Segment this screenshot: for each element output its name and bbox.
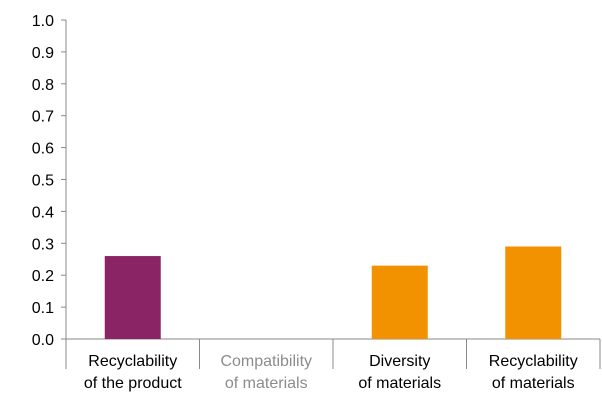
y-tick-label: 0.2 (32, 268, 54, 285)
bars (104, 246, 562, 339)
bar-1 (104, 256, 161, 339)
bar-4 (505, 246, 562, 339)
y-tick-label: 0.7 (32, 109, 54, 126)
y-tick-labels: 0.0 0.1 0.2 0.3 0.4 0.5 0.6 0.7 0.8 0.9 1.0 (32, 13, 54, 349)
x-category-label: of materials (492, 375, 575, 392)
y-tick-label: 0.3 (32, 236, 54, 253)
x-category-labels: Recyclability of the product Compatibility… (84, 353, 578, 392)
y-tick-label: 0.5 (32, 173, 54, 190)
x-category-label: of materials (225, 375, 308, 392)
y-tick-label: 0.6 (32, 141, 54, 158)
bar-3 (371, 265, 428, 339)
y-tick-label: 1.0 (32, 13, 54, 30)
y-tick-label: 0.0 (32, 332, 54, 349)
y-tick-label: 0.1 (32, 300, 54, 317)
x-category-label: of the product (84, 375, 182, 392)
y-tick-label: 0.8 (32, 77, 54, 94)
y-tick-label: 0.9 (32, 45, 54, 62)
y-tick-label: 0.4 (32, 204, 54, 221)
x-category-label: Compatibility (220, 353, 312, 370)
x-category-label: Recyclability (88, 353, 177, 370)
x-category-label: Recyclability (489, 353, 578, 370)
x-category-label: Diversity (369, 353, 430, 370)
x-category-label: of materials (358, 375, 441, 392)
